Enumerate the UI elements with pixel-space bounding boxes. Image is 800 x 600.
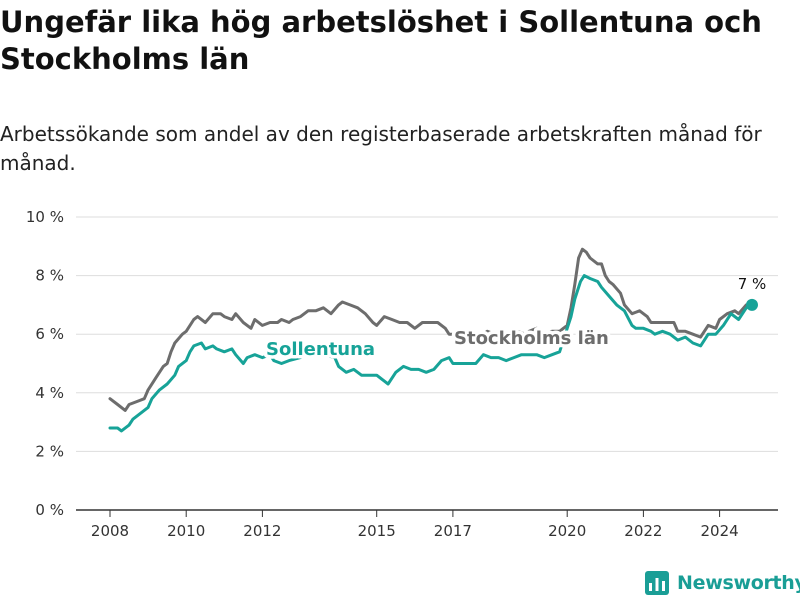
gridlines <box>76 216 778 452</box>
series-label-sollentuna: Sollentuna <box>266 339 375 360</box>
chart-title: Ungefär lika hög arbetslöshet i Sollentu… <box>0 5 762 76</box>
chart-subtitle: Arbetssökande som andel av den registerb… <box>0 122 762 175</box>
x-tick-label: 2024 <box>701 522 739 540</box>
x-tick-label: 2017 <box>434 522 472 540</box>
x-tick-label: 2012 <box>243 522 281 540</box>
end-point-marker <box>745 298 758 311</box>
end-value-label: 7 % <box>738 275 767 293</box>
x-tick-label: 2010 <box>167 522 205 540</box>
y-tick-label: 10 % <box>26 208 64 226</box>
newsworthy-logo[interactable]: Newsworthy <box>645 568 800 598</box>
x-tick-label: 2008 <box>91 522 129 540</box>
y-tick-label: 8 % <box>35 267 64 285</box>
y-tick-label: 2 % <box>35 442 64 460</box>
series-line-stockholms-lan <box>108 247 754 412</box>
axes: 0 % 2 % 4 % 6 % 8 % 10 % 2008 2010 2012 2015 2017 2… <box>26 208 778 540</box>
y-tick-label: 4 % <box>35 384 64 402</box>
series <box>108 247 758 433</box>
series-line-sollentuna <box>108 274 754 433</box>
series-label-sollentuna-halo: Sollentuna <box>266 339 375 360</box>
y-tick-label: 0 % <box>35 501 64 519</box>
newsworthy-logo-text: Newsworthy <box>677 572 800 594</box>
x-tick-label: 2020 <box>548 522 586 540</box>
x-tick-label: 2022 <box>624 522 662 540</box>
series-label-stockholms-lan-halo: Stockholms län <box>454 328 609 349</box>
series-label-stockholms-lan: Stockholms län <box>454 328 609 349</box>
x-tick-label: 2015 <box>358 522 396 540</box>
y-tick-label: 6 % <box>35 325 64 343</box>
newsworthy-logo-icon <box>645 571 669 595</box>
